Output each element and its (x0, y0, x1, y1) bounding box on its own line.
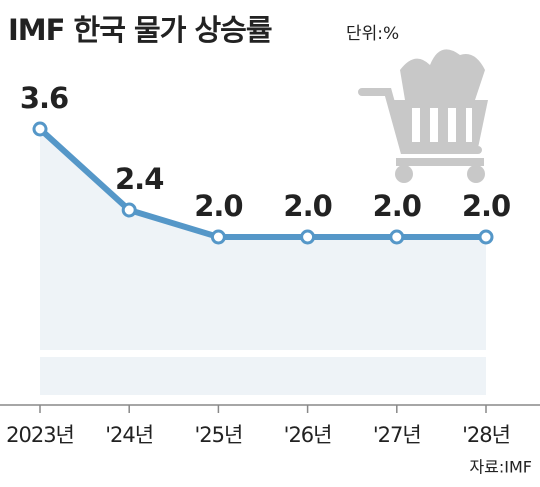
value-label: 2.4 (115, 162, 163, 196)
point (32, 121, 48, 137)
line (37, 126, 486, 240)
chart-title: IMF 한국 물가 상승률 (8, 13, 272, 47)
x-tick-label: '24년 (105, 423, 153, 447)
point (210, 229, 226, 245)
point (389, 229, 405, 245)
axis-break (38, 350, 488, 357)
x-tick-label: '27년 (373, 423, 421, 447)
point (478, 229, 494, 245)
x-tick-label: '25년 (194, 423, 242, 447)
value-label: 2.0 (283, 189, 331, 223)
area (40, 129, 486, 395)
point (300, 229, 316, 245)
unit-label: 단위:% (346, 24, 399, 44)
x-tick-label: 2023년 (6, 423, 74, 447)
x-tick-label: '26년 (284, 423, 332, 447)
value-label: 3.6 (20, 81, 68, 115)
value-label: 2.0 (373, 189, 421, 223)
value-label: 2.0 (462, 189, 510, 223)
x-tick-label: '28년 (462, 423, 510, 447)
point (121, 202, 137, 218)
value-label: 2.0 (194, 189, 242, 223)
cart-slots (412, 108, 472, 142)
source: 자료:IMF (469, 458, 532, 477)
